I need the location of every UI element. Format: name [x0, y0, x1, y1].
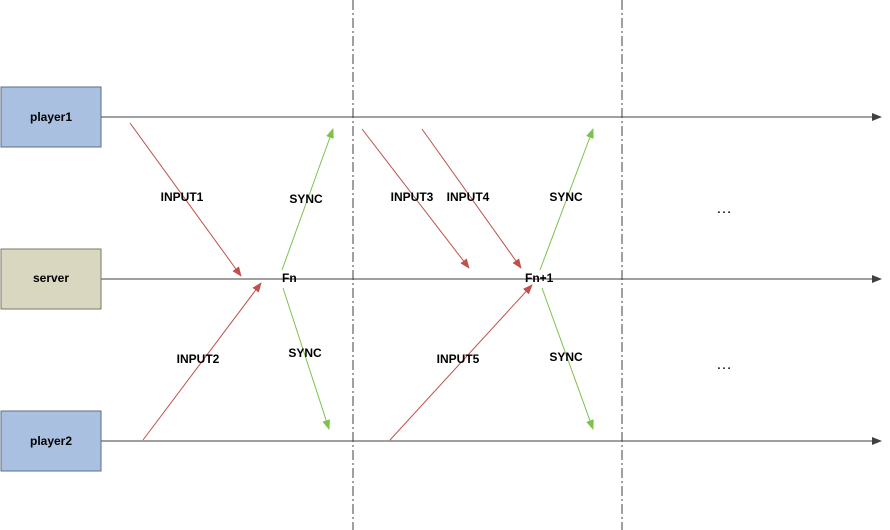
input3-label: INPUT3	[391, 190, 434, 204]
sync-up-2-label: SYNC	[549, 190, 583, 204]
frame-fn1-label: Fn+1	[525, 271, 554, 285]
input1-arrow	[129, 122, 242, 277]
frame-fn-label: Fn	[282, 271, 297, 285]
player2-box: player2	[0, 410, 102, 472]
input5-arrow	[389, 284, 533, 441]
server-box: server	[0, 248, 102, 310]
input3-arrow	[361, 128, 470, 269]
input5-label: INPUT5	[437, 352, 480, 366]
sync-down-1-label: SYNC	[288, 346, 322, 360]
sync-up-1-label: SYNC	[289, 192, 323, 206]
input1-label: INPUT1	[161, 190, 204, 204]
player1-label: player1	[30, 110, 72, 124]
sync-down-2-arrow	[541, 287, 594, 430]
input4-arrow	[421, 128, 522, 269]
sync-down-2-label: SYNC	[549, 350, 583, 364]
sync-up-1-arrow	[281, 128, 334, 271]
input4-label: INPUT4	[447, 190, 490, 204]
player2-label: player2	[30, 434, 72, 448]
ellipsis-top: …	[716, 200, 732, 217]
input2-label: INPUT2	[177, 352, 220, 366]
ellipsis-bottom: …	[716, 356, 732, 373]
sync-down-1-arrow	[282, 287, 331, 430]
sync-up-2-arrow	[539, 128, 594, 271]
input2-arrow	[142, 282, 262, 441]
player1-box: player1	[0, 86, 102, 148]
server-label: server	[33, 271, 69, 285]
